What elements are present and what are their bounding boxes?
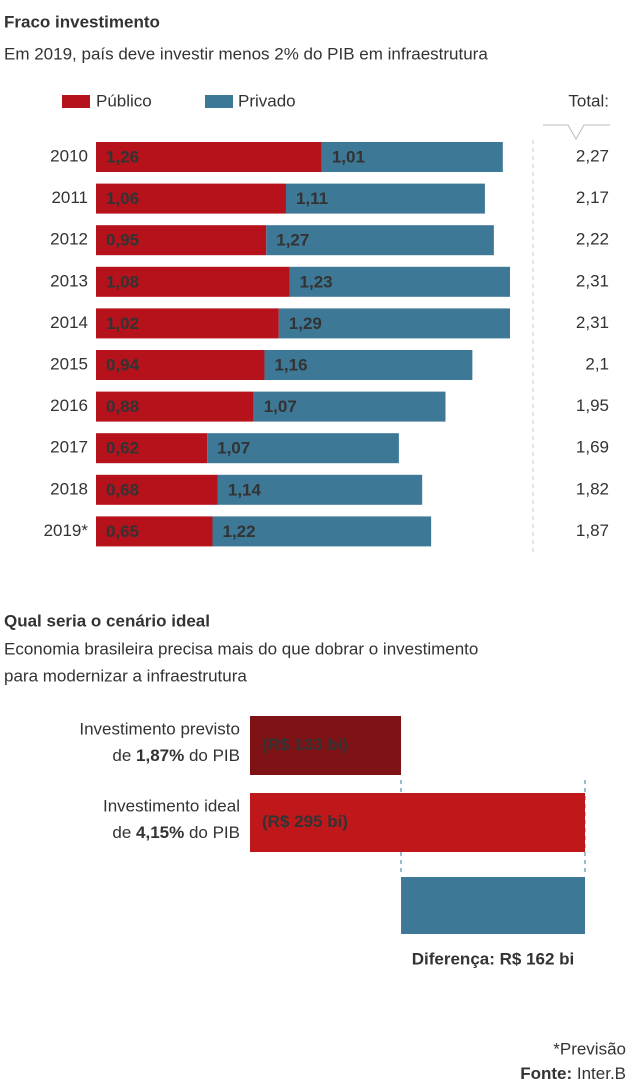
- legend-label: Privado: [238, 91, 296, 110]
- value-label: 1,22: [222, 522, 255, 541]
- bar-name: Investimento previsto: [79, 719, 240, 738]
- y-tick-label: 2012: [50, 230, 88, 249]
- y-tick-label: 2018: [50, 479, 88, 498]
- value-label: 1,27: [276, 231, 309, 250]
- source: Fonte: Inter.B: [520, 1064, 626, 1083]
- value-label: 1,29: [289, 314, 322, 333]
- bar-segment: [96, 433, 208, 464]
- total-label: 2,31: [576, 313, 609, 332]
- y-tick-label: 2011: [51, 188, 88, 207]
- share-suffix: do PIB: [189, 746, 240, 765]
- bar-segment: [289, 266, 510, 297]
- y-tick-label: 2017: [50, 438, 88, 457]
- y-tick-label: 2010: [50, 146, 88, 165]
- y-tick-label: 2016: [50, 396, 88, 415]
- chart-title: Qual seria o cenário ideal: [4, 611, 210, 630]
- chart-subtitle: Economia brasileira precisa mais do que …: [4, 639, 478, 658]
- value-label: 1,11: [296, 189, 328, 208]
- value-label: 0,94: [106, 355, 140, 374]
- bar-segment: [266, 225, 494, 256]
- bar-segment: [207, 433, 399, 464]
- footnote: *Previsão: [553, 1039, 626, 1058]
- source-name: Inter.B: [577, 1064, 626, 1083]
- bar-segment: [96, 142, 322, 172]
- value-label: 1,07: [217, 439, 250, 458]
- bar-segment: [212, 516, 432, 547]
- total-header: Total:: [568, 91, 609, 110]
- share-value: 4,15%: [136, 823, 184, 842]
- total-label: 2,1: [585, 354, 609, 373]
- value-label: 0,88: [106, 397, 139, 416]
- source-label: Fonte:: [520, 1064, 572, 1083]
- total-label: 1,69: [576, 438, 609, 457]
- share-value: 1,87%: [136, 746, 184, 765]
- chart-title: Fraco investimento: [4, 12, 160, 31]
- bar-segment: [264, 350, 473, 380]
- bar-segment: [96, 474, 218, 505]
- bar-segment: [96, 516, 213, 547]
- y-tick-label: 2014: [50, 313, 88, 332]
- value-label: 1,07: [264, 397, 297, 416]
- value-label: 1,23: [300, 272, 333, 291]
- legend-swatch: [62, 95, 90, 108]
- bar-segment: [253, 391, 446, 422]
- difference-bar: [401, 877, 585, 934]
- total-label: 2,22: [576, 230, 609, 249]
- total-label: 1,95: [576, 396, 609, 415]
- bar-share: de 1,87% do PIB: [112, 746, 240, 765]
- bar: [250, 716, 402, 775]
- legend-label: Público: [96, 91, 152, 110]
- difference-label: Diferença: R$ 162 bi: [412, 949, 575, 968]
- bar-segment: [96, 391, 254, 422]
- legend-swatch: [205, 95, 233, 108]
- total-label: 2,17: [576, 188, 609, 207]
- value-label: 0,62: [106, 439, 139, 458]
- share-prefix: de: [112, 823, 131, 842]
- bar-name: Investimento ideal: [103, 796, 240, 815]
- value-label: 1,02: [106, 314, 139, 333]
- bar-segment: [278, 308, 510, 339]
- bar-segment: [96, 225, 267, 256]
- total-label: 1,87: [576, 521, 609, 540]
- bar-segment: [285, 183, 485, 214]
- bar-segment: [217, 474, 423, 505]
- total-label: 2,27: [576, 146, 609, 165]
- share-prefix: de: [112, 746, 131, 765]
- value-label: 1,14: [228, 480, 262, 499]
- value-label: (R$ 295 bi): [262, 812, 348, 831]
- value-label: 1,16: [274, 355, 307, 374]
- value-label: 1,08: [106, 272, 139, 291]
- share-suffix: do PIB: [189, 823, 240, 842]
- bar-share: de 4,15% do PIB: [112, 823, 240, 842]
- total-label: 2,31: [576, 271, 609, 290]
- value-label: 1,26: [106, 147, 139, 166]
- value-label: 0,65: [106, 522, 139, 541]
- bar-segment: [96, 266, 290, 297]
- value-label: 0,68: [106, 480, 139, 499]
- total-label: 1,82: [576, 479, 609, 498]
- value-label: 0,95: [106, 231, 139, 250]
- total-bracket: [543, 124, 610, 141]
- y-tick-label: 2013: [50, 271, 88, 290]
- value-label: 1,06: [106, 189, 139, 208]
- bar-segment: [96, 308, 279, 339]
- bar-segment: [96, 183, 286, 214]
- bar-segment: [321, 142, 503, 172]
- value-label: (R$ 133 bi): [262, 735, 348, 754]
- bar: [250, 793, 585, 852]
- y-tick-label: 2019*: [44, 521, 89, 540]
- value-label: 1,01: [332, 147, 365, 166]
- chart-subtitle: Em 2019, país deve investir menos 2% do …: [4, 44, 488, 63]
- y-tick-label: 2015: [50, 354, 88, 373]
- chart-subtitle: para modernizar a infraestrutura: [4, 666, 247, 685]
- bar-segment: [96, 350, 265, 380]
